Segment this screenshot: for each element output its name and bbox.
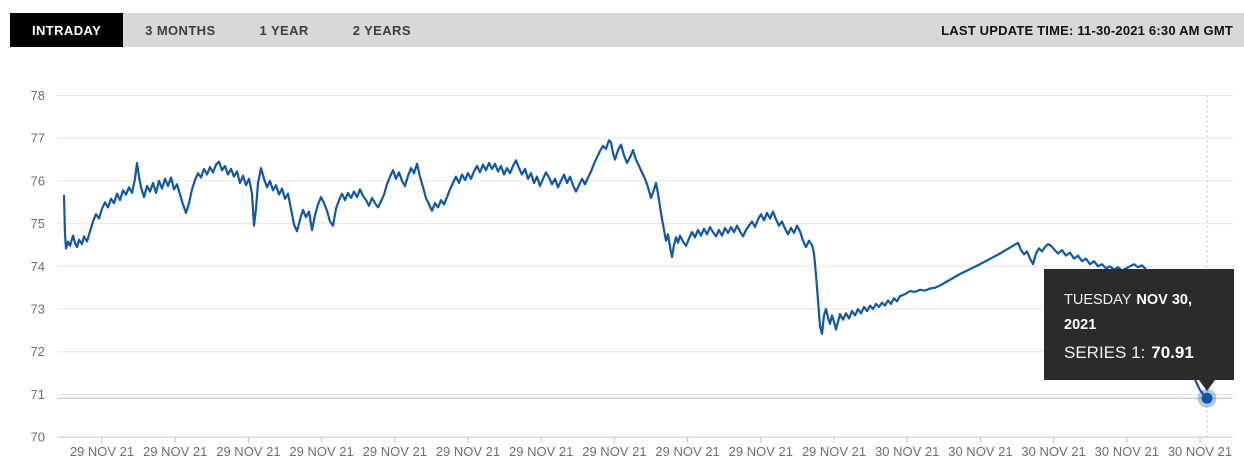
x-axis-label: 29 NOV 21	[509, 444, 573, 459]
y-axis-label: 70	[31, 430, 45, 445]
y-axis-label: 74	[31, 259, 45, 274]
x-axis-label: 29 NOV 21	[802, 444, 866, 459]
y-axis-label: 75	[31, 216, 45, 231]
x-axis-label: 30 NOV 21	[1168, 444, 1232, 459]
x-axis-label: 29 NOV 21	[582, 444, 646, 459]
range-tab-bar: INTRADAY 3 MONTHS 1 YEAR 2 YEARS LAST UP…	[10, 13, 1244, 47]
x-axis-label: 29 NOV 21	[289, 444, 353, 459]
x-axis-label: 30 NOV 21	[1095, 444, 1159, 459]
tooltip-pointer-icon	[1199, 380, 1215, 391]
x-axis-label: 30 NOV 21	[875, 444, 939, 459]
tooltip-date: TUESDAY NOV 30, 2021	[1064, 288, 1220, 338]
x-axis-label: 29 NOV 21	[216, 444, 280, 459]
tab-intraday[interactable]: INTRADAY	[10, 13, 124, 47]
x-axis-label: 29 NOV 21	[363, 444, 427, 459]
x-axis-label: 29 NOV 21	[729, 444, 793, 459]
x-axis-label: 29 NOV 21	[436, 444, 500, 459]
tooltip-date-value: NOV 30, 2021	[1064, 292, 1193, 333]
tab-1-year[interactable]: 1 YEAR	[259, 22, 309, 38]
price-line	[62, 139, 1209, 400]
price-chart[interactable]: 70 71 72 73 74 75 76 77 78 29 NOV 21 29 NOV 21 29 N…	[0, 60, 1244, 469]
x-axis-label: 30 NOV 21	[948, 444, 1012, 459]
y-axis-label: 77	[31, 131, 45, 146]
tooltip-series-label: SERIES 1:	[1064, 343, 1146, 362]
x-axis-label: 29 NOV 21	[70, 444, 134, 459]
x-axis-label: 29 NOV 21	[143, 444, 207, 459]
last-update-time: LAST UPDATE TIME: 11-30-2021 6:30 AM GMT	[941, 22, 1233, 38]
y-axis-label: 72	[31, 344, 45, 359]
x-axis-label: 29 NOV 21	[655, 444, 719, 459]
last-point-marker[interactable]	[1201, 392, 1213, 404]
y-axis-label: 78	[31, 88, 45, 103]
tooltip-day: TUESDAY	[1064, 292, 1132, 308]
tab-2-years[interactable]: 2 YEARS	[352, 22, 411, 38]
tab-3-months[interactable]: 3 MONTHS	[145, 22, 216, 38]
tooltip-series: SERIES 1: 70.91	[1064, 340, 1220, 366]
x-axis-label: 30 NOV 21	[1021, 444, 1085, 459]
y-axis-label: 71	[31, 387, 45, 402]
tooltip-series-value: 70.91	[1151, 343, 1194, 362]
chart-tooltip: TUESDAY NOV 30, 2021 SERIES 1: 70.91	[1044, 269, 1234, 380]
y-axis-label: 73	[31, 302, 45, 317]
y-axis-label: 76	[31, 173, 45, 188]
